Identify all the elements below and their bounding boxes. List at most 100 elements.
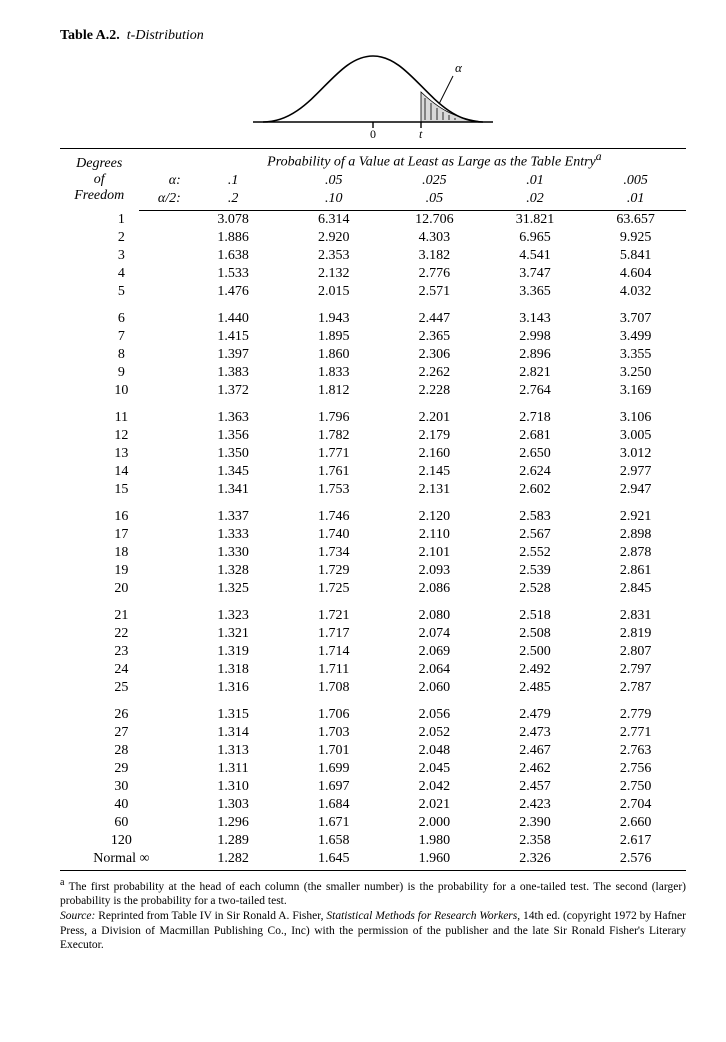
table-row: 41.5332.1322.7763.7474.604 — [60, 265, 686, 283]
value-cell: 1.706 — [283, 697, 384, 724]
value-cell: 2.878 — [585, 544, 686, 562]
value-cell: 2.807 — [585, 643, 686, 661]
value-cell: 1.740 — [283, 526, 384, 544]
value-cell: 2.000 — [384, 814, 485, 832]
value-cell: 2.819 — [585, 625, 686, 643]
value-cell: 1.341 — [183, 481, 284, 499]
table-row: 191.3281.7292.0932.5392.861 — [60, 562, 686, 580]
value-cell: 1.440 — [183, 301, 284, 328]
df-cell: 4 — [60, 265, 183, 283]
df-cell: 120 — [60, 832, 183, 850]
header-probability-span: Probability of a Value at Least as Large… — [183, 149, 686, 172]
table-row: 51.4762.0152.5713.3654.032 — [60, 283, 686, 301]
value-cell: 2.492 — [485, 661, 586, 679]
header-alpha-0: .1 — [183, 172, 284, 190]
value-cell: 2.797 — [585, 661, 686, 679]
value-cell: 3.005 — [585, 427, 686, 445]
value-cell: 2.704 — [585, 796, 686, 814]
value-cell: 1.314 — [183, 724, 284, 742]
value-cell: 1.415 — [183, 328, 284, 346]
t-distribution-table: DegreesofFreedom Probability of a Value … — [60, 148, 686, 871]
value-cell: 2.145 — [384, 463, 485, 481]
value-cell: 2.977 — [585, 463, 686, 481]
value-cell: 1.717 — [283, 625, 384, 643]
header-alpha-half-1: .10 — [283, 190, 384, 211]
value-cell: 2.508 — [485, 625, 586, 643]
table-row: 71.4151.8952.3652.9983.499 — [60, 328, 686, 346]
value-cell: 1.350 — [183, 445, 284, 463]
df-cell: 17 — [60, 526, 183, 544]
value-cell: 1.318 — [183, 661, 284, 679]
value-cell: 2.518 — [485, 598, 586, 625]
value-cell: 2.947 — [585, 481, 686, 499]
value-cell: 1.356 — [183, 427, 284, 445]
value-cell: 1.833 — [283, 364, 384, 382]
value-cell: 2.998 — [485, 328, 586, 346]
value-cell: 1.697 — [283, 778, 384, 796]
source-book-title: Statistical Methods for Research Workers — [326, 910, 517, 922]
table-row: 301.3101.6972.0422.4572.750 — [60, 778, 686, 796]
value-cell: 1.886 — [183, 229, 284, 247]
table-row: 13.0786.31412.70631.82163.657 — [60, 210, 686, 229]
value-cell: 1.753 — [283, 481, 384, 499]
df-cell: 9 — [60, 364, 183, 382]
value-cell: 2.756 — [585, 760, 686, 778]
value-cell: 1.315 — [183, 697, 284, 724]
table-row: Normal ∞1.2821.6451.9602.3262.576 — [60, 850, 686, 871]
value-cell: 2.060 — [384, 679, 485, 697]
value-cell: 2.617 — [585, 832, 686, 850]
value-cell: 1.943 — [283, 301, 384, 328]
header-alpha-1: .05 — [283, 172, 384, 190]
df-cell: 3 — [60, 247, 183, 265]
value-cell: 2.093 — [384, 562, 485, 580]
value-cell: 1.711 — [283, 661, 384, 679]
table-row: 211.3231.7212.0802.5182.831 — [60, 598, 686, 625]
value-cell: 2.896 — [485, 346, 586, 364]
table-row: 171.3331.7402.1102.5672.898 — [60, 526, 686, 544]
value-cell: 3.365 — [485, 283, 586, 301]
value-cell: 2.457 — [485, 778, 586, 796]
value-cell: 1.812 — [283, 382, 384, 400]
value-cell: 4.541 — [485, 247, 586, 265]
value-cell: 2.052 — [384, 724, 485, 742]
value-cell: 2.064 — [384, 661, 485, 679]
value-cell: 1.699 — [283, 760, 384, 778]
value-cell: 2.764 — [485, 382, 586, 400]
value-cell: 2.602 — [485, 481, 586, 499]
df-cell: 14 — [60, 463, 183, 481]
axis-t-label: t — [419, 127, 423, 140]
value-cell: 2.132 — [283, 265, 384, 283]
value-cell: 1.729 — [283, 562, 384, 580]
header-alpha-half-label: α/2: — [139, 190, 183, 211]
df-cell: 8 — [60, 346, 183, 364]
value-cell: 2.718 — [485, 400, 586, 427]
value-cell: 2.831 — [585, 598, 686, 625]
value-cell: 2.779 — [585, 697, 686, 724]
table-number: Table A.2. — [60, 28, 120, 43]
alpha-symbol: α — [455, 60, 463, 75]
value-cell: 1.372 — [183, 382, 284, 400]
header-alpha-label: α: — [139, 172, 183, 190]
value-cell: 1.321 — [183, 625, 284, 643]
value-cell: 1.703 — [283, 724, 384, 742]
value-cell: 2.787 — [585, 679, 686, 697]
table-row: 181.3301.7342.1012.5522.878 — [60, 544, 686, 562]
value-cell: 2.861 — [585, 562, 686, 580]
footnote-text: The first probability at the head of eac… — [60, 880, 686, 907]
table-row: 401.3031.6842.0212.4232.704 — [60, 796, 686, 814]
value-cell: 2.624 — [485, 463, 586, 481]
value-cell: 3.143 — [485, 301, 586, 328]
value-cell: 1.296 — [183, 814, 284, 832]
table-row: 161.3371.7462.1202.5832.921 — [60, 499, 686, 526]
value-cell: 2.567 — [485, 526, 586, 544]
value-cell: 1.638 — [183, 247, 284, 265]
value-cell: 1.645 — [283, 850, 384, 871]
value-cell: 2.528 — [485, 580, 586, 598]
value-cell: 1.328 — [183, 562, 284, 580]
value-cell: 2.365 — [384, 328, 485, 346]
value-cell: 3.499 — [585, 328, 686, 346]
value-cell: 3.106 — [585, 400, 686, 427]
value-cell: 4.303 — [384, 229, 485, 247]
value-cell: 1.734 — [283, 544, 384, 562]
value-cell: 2.462 — [485, 760, 586, 778]
